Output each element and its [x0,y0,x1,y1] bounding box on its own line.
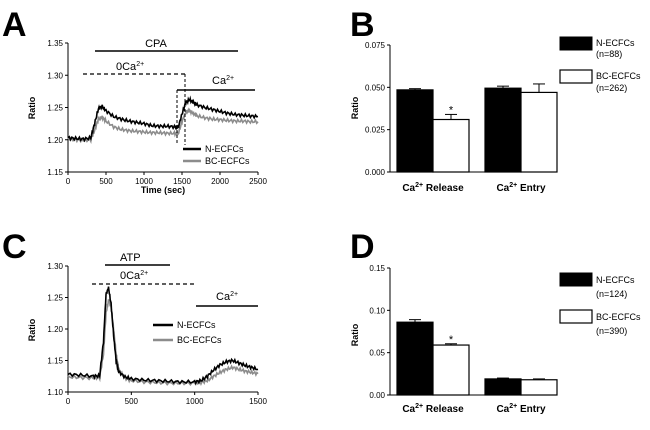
panel-c-ytick-label: 1.30 [47,262,63,271]
panel-a-series-n-ecfcs [67,95,259,143]
panel-a-xlabel: Time (sec) [141,185,185,195]
panel-a-0ca-label: 0Ca2+ [116,61,144,73]
panel-a-series-bc-ecfcs [67,107,259,145]
panel-d-category-release: Ca2+ Release [402,403,464,415]
panel-c-ca-label: Ca2+ [216,291,238,303]
panel-a-ytick-label: 1.30 [47,71,63,80]
panel-c-ylabel: Ratio [27,318,37,341]
panel-d-bar-chart: 0.00 0.05 0.10 0.15 * Ratio Ca2+ Release Ca… [350,264,641,415]
panel-a-xtick-label: 1000 [135,177,153,186]
panel-c-ytick-label: 1.20 [47,325,63,334]
panel-label-c: C [2,228,27,266]
panel-label-d: D [350,228,375,266]
panel-c-0ca-label: 0Ca2+ [120,270,148,282]
panel-a-xtick-label: 0 [66,177,71,186]
panel-b-category-release: Ca2+ Release [402,182,464,194]
panel-c-xtick-label: 500 [125,397,139,406]
panel-b-bar-bc-ecfcs-entry [520,91,558,173]
panel-a-ytick-label: 1.25 [47,104,63,113]
panel-c-ytick-label: 1.10 [47,388,63,397]
panel-a-xtick-label: 1500 [173,177,191,186]
panel-c-ytick-label: 1.15 [47,357,63,366]
panel-c-series-n-ecfcs [67,286,259,386]
panel-c-atp-label: ATP [120,252,141,264]
panel-b-bar-n-ecfcs-entry [484,87,522,173]
panel-d-legend-bc-count: (n=390) [596,326,627,336]
panel-b-ytick-label: 0.000 [365,168,386,177]
panel-d-bar-bc-ecfcs-entry [520,379,558,396]
panel-b-bar-bc-ecfcs-release [432,118,470,173]
panel-a-legend-n: N-ECFCs [205,144,244,154]
panel-c-series-bc-ecfcs [67,299,259,386]
panel-b-legend-swatch-n [559,36,593,51]
panel-c-ytick-label: 1.25 [47,294,63,303]
panel-c-line-chart: 1.10 1.15 1.20 1.25 1.30 0 500 1000 1500 Ratio A… [27,252,267,406]
panel-d-legend-swatch-n [559,272,593,287]
panel-a-ytick-label: 1.20 [47,136,63,145]
panel-d-category-entry: Ca2+ Entry [496,403,546,415]
panel-c-xtick-label: 1000 [186,397,204,406]
panel-d-ytick-label: 0.15 [369,264,385,273]
panel-a-cpa-label: CPA [145,38,167,50]
panel-d-ylabel: Ratio [350,323,360,346]
panel-a-xtick-label: 2000 [211,177,229,186]
panel-d-significance-star: * [449,334,454,346]
panel-a-xtick-label: 2500 [249,177,267,186]
panel-d-legend-bc: BC-ECFCs [596,312,641,322]
panel-b-ytick-label: 0.025 [365,126,386,135]
panel-a-ytick-label: 1.15 [47,168,63,177]
panel-label-b: B [350,6,375,44]
panel-c-xtick-label: 0 [66,397,71,406]
panel-d-legend-n: N-ECFCs [596,275,635,285]
panel-b-ylabel: Ratio [350,96,360,119]
panel-a-xtick-label: 500 [99,177,113,186]
panel-d-bar-n-ecfcs-entry [484,378,522,396]
panel-a-legend-bc: BC-ECFCs [205,156,250,166]
panel-a-ytick-label: 1.35 [47,39,63,48]
panel-d-ytick-label: 0.10 [369,306,385,315]
panel-b-significance-star: * [449,104,454,116]
panel-a-ca-label: Ca2+ [212,75,234,87]
panel-b-category-entry: Ca2+ Entry [496,182,546,194]
panel-b-legend-n: N-ECFCs [596,38,635,48]
panel-b-ytick-label: 0.075 [365,41,386,50]
panel-d-bar-n-ecfcs-release [396,321,434,396]
panel-label-a: A [2,6,27,44]
panel-b-legend-bc: BC-ECFCs [596,71,641,81]
panel-d-bar-bc-ecfcs-release [432,344,470,396]
panel-d-legend-swatch-bc [559,309,593,324]
panel-b-legend-bc-count: (n=262) [596,83,627,93]
panel-b-ytick-label: 0.050 [365,83,386,92]
panel-b-legend-n-count: (n=88) [596,49,622,59]
panel-d-legend-n-count: (n=124) [596,289,627,299]
panel-a-line-chart: 1.15 1.20 1.25 1.30 1.35 0 500 1000 1500 2000 2500… [27,38,267,195]
panel-d-ytick-label: 0.05 [369,349,385,358]
panel-c-legend-n: N-ECFCs [177,320,216,330]
panel-c-legend-bc: BC-ECFCs [177,335,222,345]
panel-d-ytick-label: 0.00 [369,391,385,400]
panel-c-xtick-label: 1500 [249,397,267,406]
panel-a-ylabel: Ratio [27,96,37,119]
panel-b-legend-swatch-bc [559,69,593,84]
panel-b-bar-n-ecfcs-release [396,89,434,173]
panel-b-bar-chart: 0.000 0.025 0.050 0.075 * Ratio Ca2+ Releas… [350,36,641,194]
